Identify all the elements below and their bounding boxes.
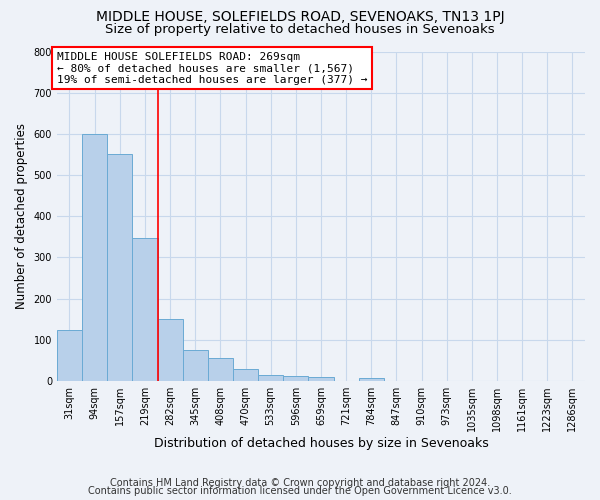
Bar — [158, 320, 182, 381]
Bar — [82, 134, 107, 381]
Bar — [57, 330, 82, 381]
Text: MIDDLE HOUSE, SOLEFIELDS ROAD, SEVENOAKS, TN13 1PJ: MIDDLE HOUSE, SOLEFIELDS ROAD, SEVENOAKS… — [95, 10, 505, 24]
Bar — [182, 350, 208, 381]
Y-axis label: Number of detached properties: Number of detached properties — [15, 124, 28, 310]
Bar — [233, 368, 258, 381]
Bar — [107, 154, 133, 381]
Bar — [258, 375, 283, 381]
Text: MIDDLE HOUSE SOLEFIELDS ROAD: 269sqm
← 80% of detached houses are smaller (1,567: MIDDLE HOUSE SOLEFIELDS ROAD: 269sqm ← 8… — [57, 52, 367, 84]
Bar — [283, 376, 308, 381]
Text: Size of property relative to detached houses in Sevenoaks: Size of property relative to detached ho… — [105, 22, 495, 36]
Bar — [208, 358, 233, 381]
Text: Contains public sector information licensed under the Open Government Licence v3: Contains public sector information licen… — [88, 486, 512, 496]
Bar — [308, 377, 334, 381]
X-axis label: Distribution of detached houses by size in Sevenoaks: Distribution of detached houses by size … — [154, 437, 488, 450]
Bar — [359, 378, 384, 381]
Text: Contains HM Land Registry data © Crown copyright and database right 2024.: Contains HM Land Registry data © Crown c… — [110, 478, 490, 488]
Bar — [133, 238, 158, 381]
